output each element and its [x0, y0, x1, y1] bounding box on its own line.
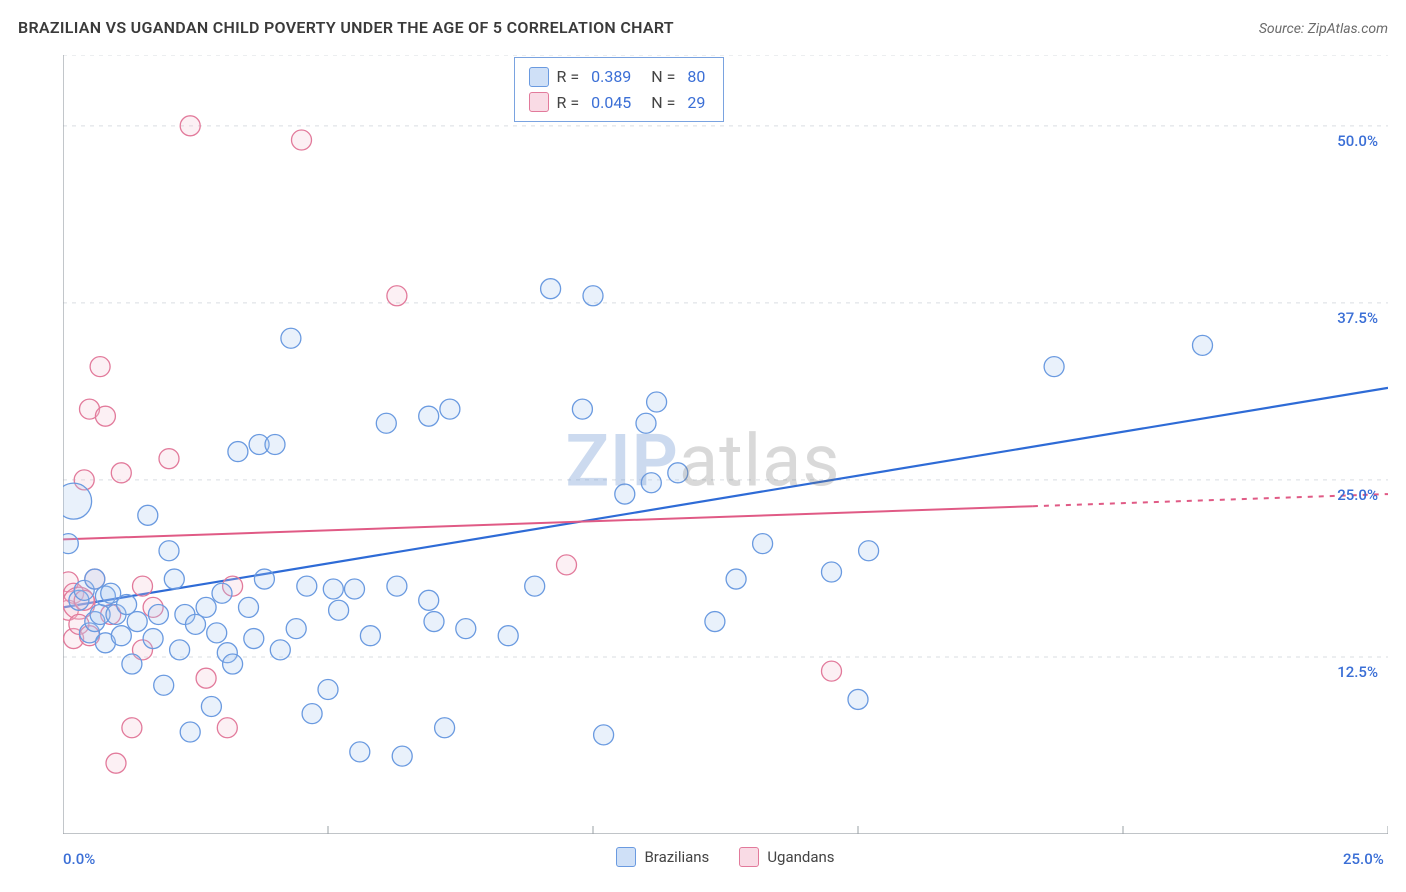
legend-label: Ugandans — [767, 848, 834, 866]
scatter-plot — [63, 55, 1388, 834]
y-tick-label: 12.5% — [1337, 663, 1378, 681]
stats-legend-box: R = 0.389 N = 80 R = 0.045 N = 29 — [514, 57, 725, 122]
legend-item: Brazilians — [616, 847, 709, 867]
y-tick-label: 50.0% — [1337, 132, 1378, 150]
legend-swatch — [616, 847, 636, 867]
source-attribution: Source: ZipAtlas.com — [1259, 21, 1388, 37]
chart-title: BRAZILIAN VS UGANDAN CHILD POVERTY UNDER… — [18, 18, 674, 37]
y-tick-label: 37.5% — [1337, 309, 1378, 327]
stats-n-value: 29 — [683, 90, 709, 116]
stats-r-value: 0.389 — [587, 64, 635, 90]
stats-row: R = 0.389 N = 80 — [529, 64, 710, 90]
stats-row: R = 0.045 N = 29 — [529, 90, 710, 116]
legend-swatch — [739, 847, 759, 867]
bottom-legend: Brazilians Ugandans — [63, 840, 1388, 874]
legend-label: Brazilians — [644, 848, 709, 866]
stats-n-label: N = — [643, 64, 675, 90]
stats-n-value: 80 — [683, 64, 709, 90]
stats-r-label: R = — [557, 64, 580, 90]
stats-r-value: 0.045 — [587, 90, 635, 116]
stats-swatch — [529, 92, 549, 112]
legend-item: Ugandans — [739, 847, 834, 867]
stats-swatch — [529, 67, 549, 87]
y-tick-label: 25.0% — [1337, 486, 1378, 504]
stats-r-label: R = — [557, 90, 580, 116]
chart-container: Child Poverty Under the Age of 5 ZIPatla… — [18, 55, 1388, 874]
stats-n-label: N = — [643, 90, 675, 116]
